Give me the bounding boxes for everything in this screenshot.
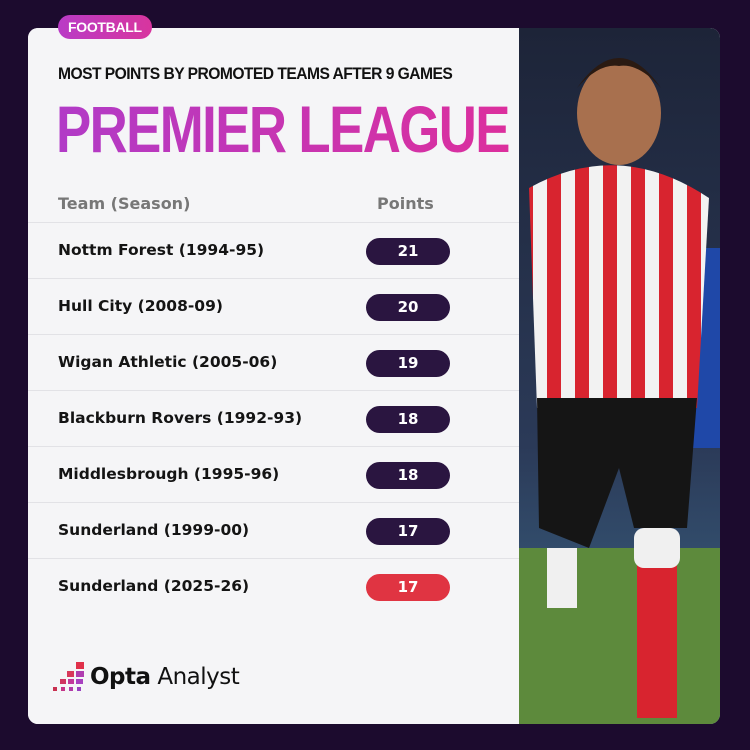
- team-name: Middlesbrough (1995-96): [58, 465, 280, 483]
- column-header-points: Points: [377, 194, 434, 213]
- logo-brand: Opta: [90, 664, 151, 690]
- points-badge: 17: [366, 518, 450, 545]
- subtitle: MOST POINTS BY PROMOTED TEAMS AFTER 9 GA…: [58, 64, 453, 83]
- table-row: Nottm Forest (1994-95) 21: [28, 222, 519, 278]
- team-name: Sunderland (2025-26): [58, 577, 250, 595]
- team-name: Blackburn Rovers (1992-93): [58, 409, 303, 427]
- category-tag[interactable]: FOOTBALL: [58, 15, 152, 39]
- page-title: PREMIER LEAGUE: [56, 92, 510, 166]
- team-name: Hull City (2008-09): [58, 297, 223, 315]
- opta-analyst-logo: Opta Analyst: [52, 662, 240, 692]
- table-row: Blackburn Rovers (1992-93) 18: [28, 390, 519, 446]
- table-row: Hull City (2008-09) 20: [28, 278, 519, 334]
- team-name: Wigan Athletic (2005-06): [58, 353, 278, 371]
- points-badge: 17: [366, 574, 450, 601]
- team-name: Sunderland (1999-00): [58, 521, 250, 539]
- table-row: Wigan Athletic (2005-06) 19: [28, 334, 519, 390]
- logo-product: Analyst: [157, 664, 240, 690]
- table-row: Sunderland (2025-26) 17: [28, 558, 519, 614]
- points-badge: 18: [366, 462, 450, 489]
- column-header-team: Team (Season): [58, 194, 191, 213]
- player-photo: [519, 28, 720, 724]
- table-row: Sunderland (1999-00) 17: [28, 502, 519, 558]
- points-badge: 18: [366, 406, 450, 433]
- points-badge: 21: [366, 238, 450, 265]
- opta-logo-icon: [53, 662, 84, 691]
- table-row: Middlesbrough (1995-96) 18: [28, 446, 519, 502]
- team-name: Nottm Forest (1994-95): [58, 241, 265, 259]
- points-badge: 20: [366, 294, 450, 321]
- points-badge: 19: [366, 350, 450, 377]
